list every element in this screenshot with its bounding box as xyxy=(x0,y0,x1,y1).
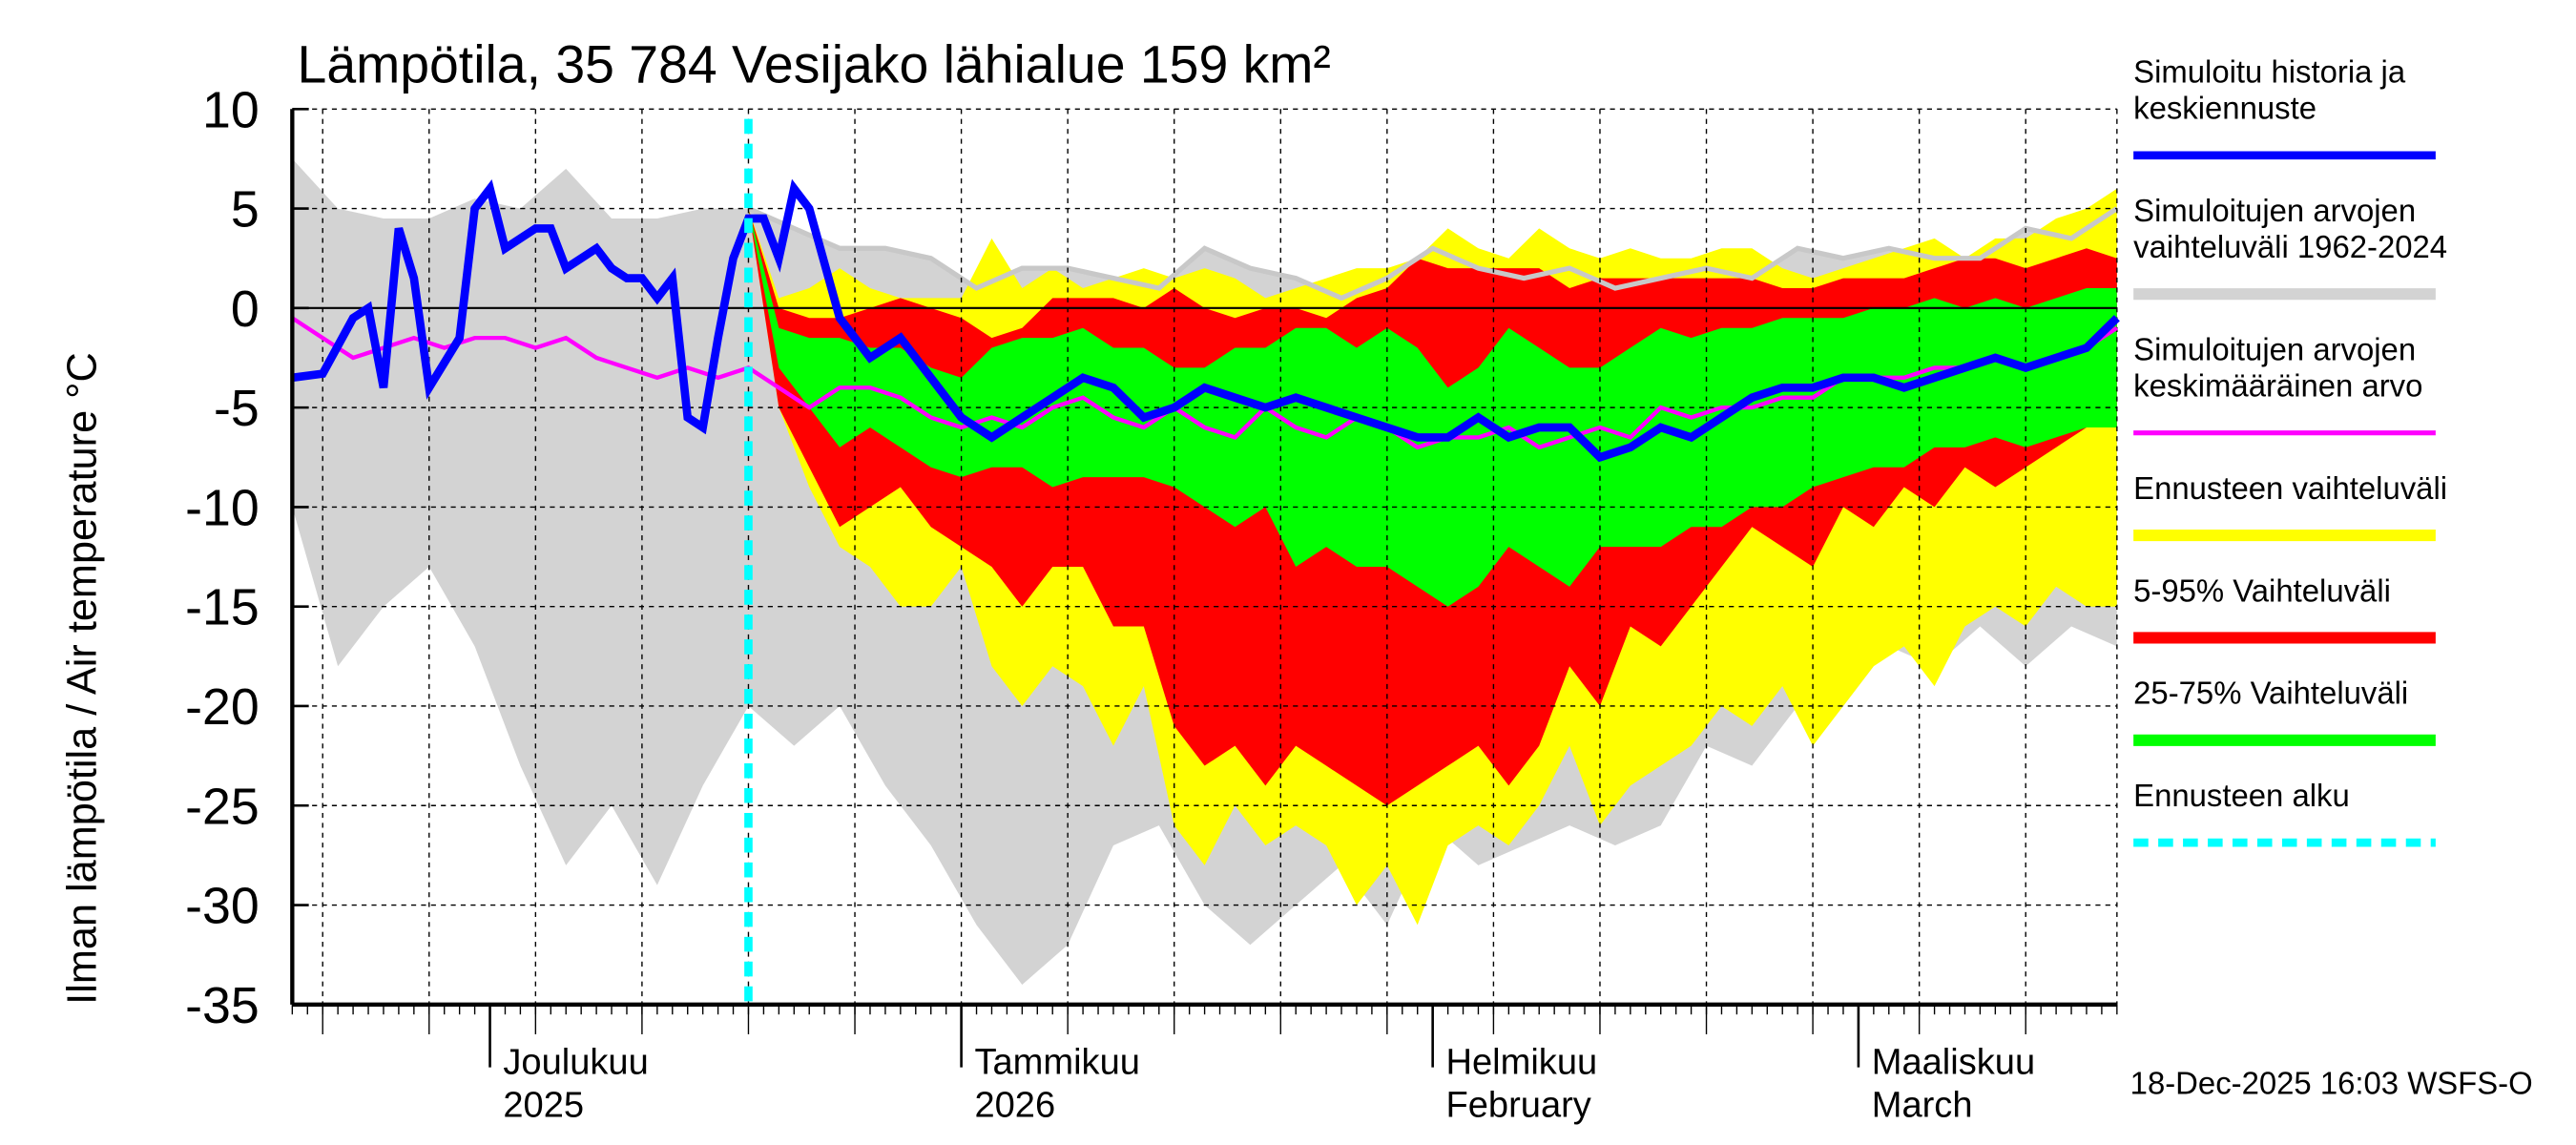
x-year-label: 2025 xyxy=(503,1086,584,1126)
legend-label: keskiennuste xyxy=(2133,91,2316,126)
footer-timestamp: 18-Dec-2025 16:03 WSFS-O xyxy=(2130,1065,2533,1100)
simulated-line xyxy=(291,178,2120,463)
y-axis-label: Ilman lämpötila / Air temperature °C xyxy=(59,352,105,1005)
x-month-label: Tammikuu xyxy=(974,1043,1139,1083)
y-tick-label: -15 xyxy=(185,579,260,636)
y-tick-label: 0 xyxy=(231,281,260,338)
legend-label: 5-95% Vaihteluväli xyxy=(2133,572,2391,608)
legend-label: 25-75% Vaihteluväli xyxy=(2133,676,2408,711)
legend-label: Ennusteen vaihteluväli xyxy=(2133,470,2447,506)
y-tick-label: 5 xyxy=(231,181,260,239)
y-tick-label: -35 xyxy=(185,977,260,1034)
x-year-label: 2026 xyxy=(974,1086,1055,1126)
y-tick-label: 10 xyxy=(202,81,260,138)
legend-label: Simuloitu historia ja xyxy=(2133,54,2406,90)
hist-max-line xyxy=(747,206,2119,302)
x-month-label: Joulukuu xyxy=(503,1043,648,1083)
gridlines xyxy=(292,108,2118,1005)
legend-label: Simuloitujen arvojen xyxy=(2133,193,2416,228)
x-month-label: Helmikuu xyxy=(1446,1043,1598,1083)
hist-mean-line xyxy=(291,316,2119,450)
plot-area xyxy=(290,108,2120,1007)
y-tick-label: -20 xyxy=(185,678,260,736)
y-tick-label: -25 xyxy=(185,778,260,835)
y-tick-label: -30 xyxy=(185,878,260,935)
legend-label: keskimääräinen arvo xyxy=(2133,368,2422,404)
y-tick-label: -5 xyxy=(214,380,260,437)
y-axis: 10 5 0 -5 -10 -15 -20 -25 -30 -35 xyxy=(185,81,309,1034)
x-year-label: March xyxy=(1872,1086,1973,1126)
y-tick-label: -10 xyxy=(185,479,260,536)
legend-label: Ennusteen alku xyxy=(2133,778,2350,813)
x-year-label: February xyxy=(1446,1086,1591,1126)
legend-label: Simuloitujen arvojen xyxy=(2133,331,2416,366)
x-month-label: Maaliskuu xyxy=(1872,1043,2035,1083)
legend-label: vaihteluväli 1962-2024 xyxy=(2133,229,2447,264)
chart-title: Lämpötila, 35 784 Vesijako lähialue 159 … xyxy=(298,35,1331,94)
